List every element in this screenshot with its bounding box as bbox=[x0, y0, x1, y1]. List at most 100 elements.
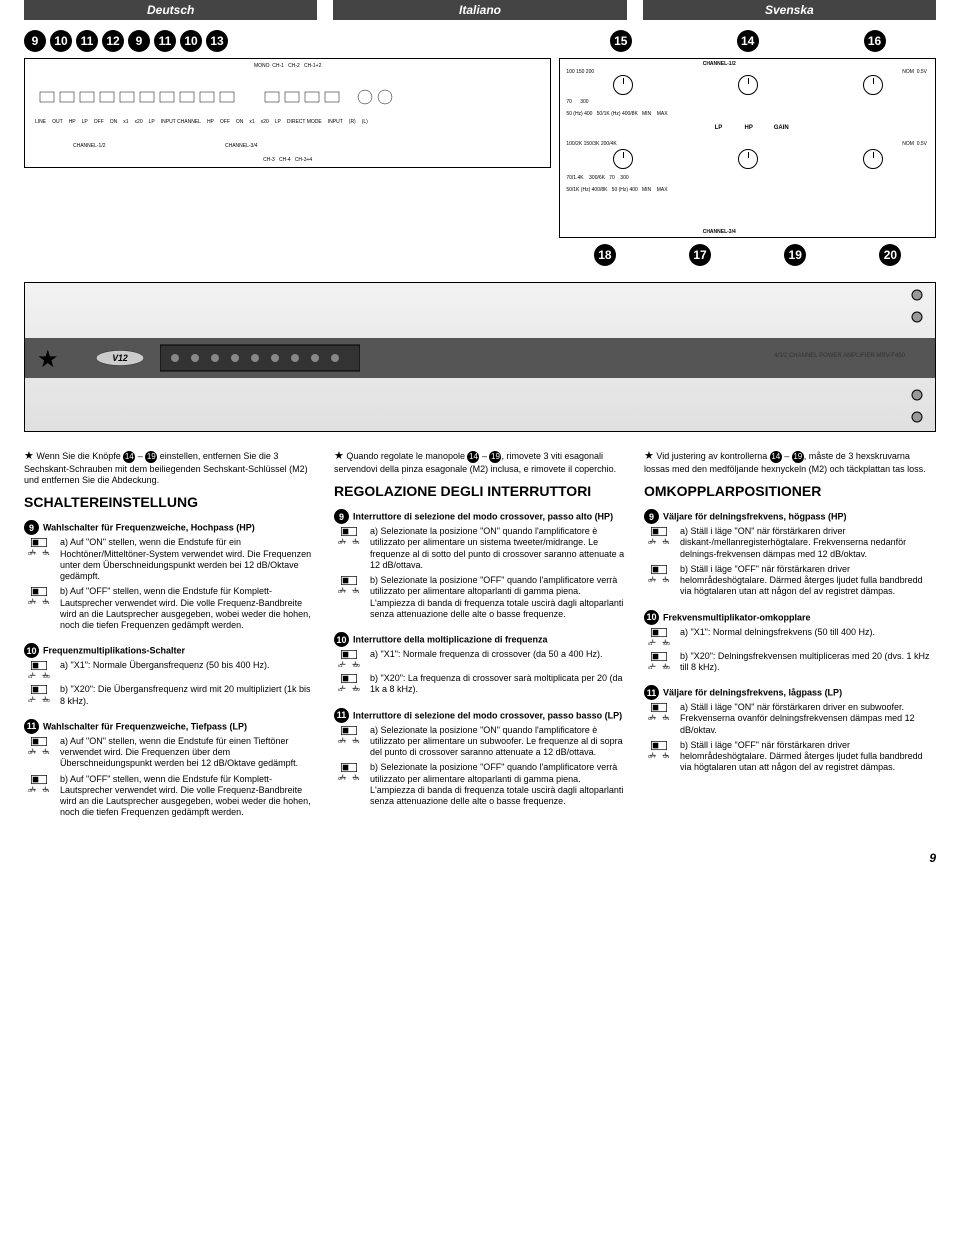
svg-text:OFF: OFF bbox=[338, 589, 347, 593]
language-bar: Deutsch Italiano Svenska bbox=[24, 0, 936, 20]
ch34-label: CHANNEL-3/4 bbox=[225, 143, 258, 149]
amplifier-drawing: ★ V12 4/3/2 CHANNEL POWER AMPLIFIER MRV-… bbox=[24, 282, 936, 432]
switch-icon: x1x20 bbox=[24, 660, 54, 680]
svg-text:OFF: OFF bbox=[648, 754, 657, 758]
lang-it: Italiano bbox=[333, 0, 626, 20]
item-body: a) Selezionate la posizione "ON" quando … bbox=[370, 526, 626, 571]
item-body: a) "X1": Normale frequenza di crossover … bbox=[370, 649, 603, 669]
bubble-row-right-bottom: 18 17 19 20 bbox=[559, 244, 936, 266]
switch-icon: OFF ON bbox=[334, 526, 364, 571]
svg-text:OFF: OFF bbox=[648, 578, 657, 582]
knob-icon bbox=[863, 149, 883, 169]
item-heading: 11Wahlschalter für Frequenzweiche, Tiefp… bbox=[24, 719, 316, 734]
item-heading: 9Wahlschalter für Frequenzweiche, Hochpa… bbox=[24, 520, 316, 535]
switch-icon: x1 x20 bbox=[644, 651, 674, 674]
switch-icon: OFF ON bbox=[644, 564, 674, 598]
switch-icon: x1x20 bbox=[334, 673, 364, 696]
bubble: 15 bbox=[610, 30, 632, 52]
connector-icon bbox=[160, 341, 360, 375]
item-body: a) Auf "ON" stellen, wenn die Endstufe f… bbox=[60, 736, 316, 770]
svg-text:OFF: OFF bbox=[648, 716, 657, 720]
item-body: b) "X20": La frequenza di crossover sarà… bbox=[370, 673, 626, 696]
item-body: b) "X20": Delningsfrekvensen multiplicer… bbox=[680, 651, 936, 674]
item-body: b) Auf "OFF" stellen, wenn die Endstufe … bbox=[60, 774, 316, 819]
switch-icon: OFF ON bbox=[24, 586, 54, 631]
bubble: 13 bbox=[206, 30, 228, 52]
bubble: 11 bbox=[76, 30, 98, 52]
svg-text:x1: x1 bbox=[28, 698, 33, 702]
svg-text:V12: V12 bbox=[112, 353, 128, 363]
bubble: 10 bbox=[50, 30, 72, 52]
bubble: 9 bbox=[24, 30, 46, 52]
svg-text:ON: ON bbox=[663, 540, 669, 544]
switch-icon: OFFON bbox=[644, 740, 674, 774]
svg-text:OFF: OFF bbox=[648, 540, 657, 544]
svg-text:ON: ON bbox=[43, 750, 49, 754]
star-icon: ★ bbox=[37, 345, 59, 374]
lang-de: Deutsch bbox=[24, 0, 317, 20]
switch-icon: OFF ON bbox=[24, 736, 54, 770]
svg-text:x20: x20 bbox=[43, 698, 50, 702]
ch12-label: CHANNEL-1/2 bbox=[73, 143, 106, 149]
bubble: 18 bbox=[594, 244, 616, 266]
item-body: b) Selezionate la posizione "OFF" quando… bbox=[370, 575, 626, 620]
item-body: b) Ställ i läge "OFF" när förstärkaren d… bbox=[680, 564, 936, 598]
svg-text:ON: ON bbox=[353, 739, 359, 743]
intro-text: ★ Wenn Sie die Knöpfe 14 – 19 einstellen… bbox=[24, 450, 316, 486]
svg-text:x20: x20 bbox=[353, 687, 360, 691]
svg-text:x20: x20 bbox=[663, 665, 670, 669]
svg-text:x20: x20 bbox=[43, 674, 50, 678]
svg-text:x1: x1 bbox=[648, 665, 653, 669]
bubble: 9 bbox=[128, 30, 150, 52]
svg-text:OFF: OFF bbox=[28, 551, 37, 555]
svg-text:ON: ON bbox=[43, 551, 49, 555]
svg-text:ON: ON bbox=[353, 540, 359, 544]
knob-icon bbox=[613, 149, 633, 169]
svg-text:OFF: OFF bbox=[28, 750, 37, 754]
item-body: a) "X1": Normal delningsfrekvens (50 til… bbox=[680, 627, 875, 647]
bubble: 20 bbox=[879, 244, 901, 266]
svg-text:x20: x20 bbox=[663, 641, 670, 645]
bubble: 12 bbox=[102, 30, 124, 52]
switch-icon: OFF ON bbox=[644, 526, 674, 560]
lang-sv: Svenska bbox=[643, 0, 936, 20]
v12-logo-icon: V12 bbox=[95, 347, 145, 369]
section-title: SCHALTEREINSTELLUNG bbox=[24, 494, 316, 510]
switch-icon: OFF ON bbox=[644, 702, 674, 736]
intro-text: ★ Vid justering av kontrollerna 14 – 19,… bbox=[644, 450, 936, 475]
svg-text:ON: ON bbox=[43, 600, 49, 604]
switch-icon: x1x20 bbox=[334, 649, 364, 669]
svg-text:OFF: OFF bbox=[28, 600, 37, 604]
bubble: 16 bbox=[864, 30, 886, 52]
bubble: 19 bbox=[784, 244, 806, 266]
diagram-switch-panel: MONO CH-1 CH-2 CH-1+2 bbox=[24, 58, 551, 168]
svg-text:ON: ON bbox=[663, 716, 669, 720]
svg-text:x1: x1 bbox=[338, 663, 343, 667]
item-body: a) Auf "ON" stellen, wenn die Endstufe f… bbox=[60, 537, 316, 582]
item-body: a) Ställ i läge "ON" när förstärkaren dr… bbox=[680, 702, 936, 736]
item-body: a) Selezionate la posizione "ON" quando … bbox=[370, 725, 626, 759]
svg-text:ON: ON bbox=[663, 578, 669, 582]
section-title: REGOLAZIONE DEGLI INTERRUTTORI bbox=[334, 483, 626, 499]
diagram-block: 9 10 11 12 9 11 10 13 MONO CH-1 CH-2 CH-… bbox=[24, 24, 936, 272]
switch-icon: OFF ON bbox=[334, 725, 364, 759]
item-heading: 11Väljare för delningsfrekvens, lågpass … bbox=[644, 685, 936, 700]
item-body: a) "X1": Normale Übergansfrequenz (50 bi… bbox=[60, 660, 270, 680]
bubble: 10 bbox=[180, 30, 202, 52]
bubble-row-right-top: 15 14 16 bbox=[559, 30, 936, 52]
screw-icon bbox=[909, 387, 925, 427]
switch-icon: x1x20 bbox=[644, 627, 674, 647]
item-heading: 11Interruttore di selezione del modo cro… bbox=[334, 708, 626, 723]
svg-text:OFF: OFF bbox=[338, 540, 347, 544]
item-body: a) Ställ i läge "ON" när förstärkaren dr… bbox=[680, 526, 936, 560]
item-body: b) Auf "OFF" stellen, wenn die Endstufe … bbox=[60, 586, 316, 631]
switch-icon: OFFON bbox=[334, 575, 364, 620]
svg-text:OFF: OFF bbox=[338, 739, 347, 743]
svg-text:ON: ON bbox=[353, 776, 359, 780]
knob-icon bbox=[863, 75, 883, 95]
diagram-knob-panel: CHANNEL-1/2 100 150 200 NOM 0.5V 70 300 bbox=[559, 58, 936, 238]
svg-text:OFF: OFF bbox=[28, 788, 37, 792]
bubble-row-left: 9 10 11 12 9 11 10 13 bbox=[24, 30, 551, 52]
svg-text:ON: ON bbox=[43, 788, 49, 792]
item-heading: 10Frekvensmultiplikator-omkopplare bbox=[644, 610, 936, 625]
